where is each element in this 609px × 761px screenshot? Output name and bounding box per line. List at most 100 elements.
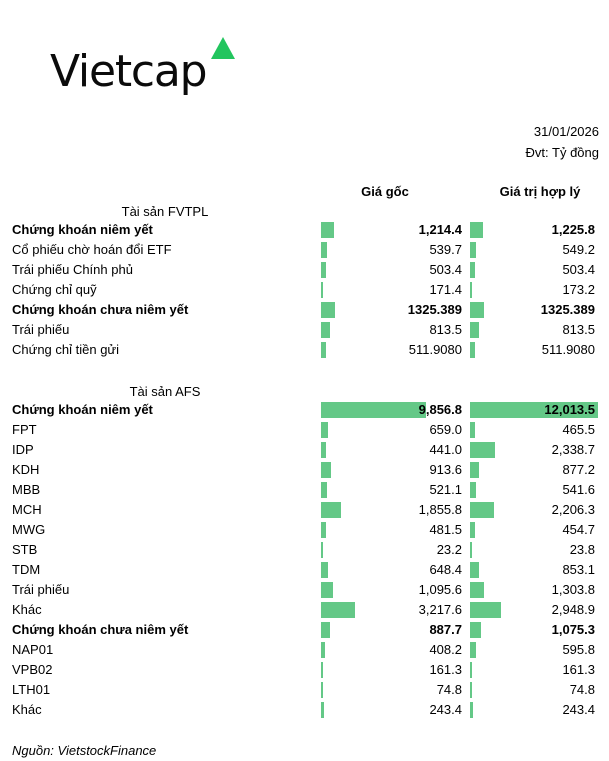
table-row: Khác 243.4 243.4: [0, 700, 609, 720]
value-fair-value: 1,303.8: [551, 582, 595, 597]
table-row: IDP 441.0 2,338.7: [0, 440, 609, 460]
bar-fair-value: [470, 342, 476, 358]
bar-cost: [321, 402, 427, 418]
vietcap-logo: Vietcap: [50, 36, 250, 102]
value-cost: 521.1: [429, 482, 462, 497]
table-row: Chứng khoán chưa niêm yết 887.7 1,075.3: [0, 620, 609, 640]
bar-fair-value: [470, 222, 484, 238]
logo-wordmark: Vietcap: [50, 46, 208, 97]
value-fair-value: 12,013.5: [544, 402, 595, 417]
table-row: Chứng khoán niêm yết 1,214.4 1,225.8: [0, 220, 609, 240]
value-fair-value: 877.2: [562, 462, 595, 477]
value-fair-value: 1,225.8: [551, 222, 595, 237]
value-cost: 441.0: [429, 442, 462, 457]
value-fair-value: 503.4: [562, 262, 595, 277]
table-row: MWG 481.5 454.7: [0, 520, 609, 540]
value-fair-value: 549.2: [562, 242, 595, 257]
bar-fair-value: [470, 282, 472, 298]
bar-cost: [321, 262, 327, 278]
value-cost: 3,217.6: [418, 602, 462, 617]
source-note: Nguồn: VietstockFinance: [12, 743, 157, 758]
value-fair-value: 465.5: [562, 422, 595, 437]
bar-fair-value: [470, 422, 475, 438]
bar-cost: [321, 242, 327, 258]
bar-fair-value: [470, 242, 476, 258]
value-cost: 503.4: [429, 262, 462, 277]
row-label: Trái phiếu: [12, 322, 70, 337]
table-row: VPB02 161.3 161.3: [0, 660, 609, 680]
row-label: Chứng khoán chưa niêm yết: [12, 622, 189, 637]
value-fair-value: 2,338.7: [551, 442, 595, 457]
bar-cost: [321, 662, 323, 678]
bar-fair-value: [470, 542, 472, 558]
row-label: Chứng khoán niêm yết: [12, 222, 153, 237]
table-row: FPT 659.0 465.5: [0, 420, 609, 440]
value-cost: 887.7: [429, 622, 462, 637]
value-cost: 659.0: [429, 422, 462, 437]
bar-cost: [321, 482, 327, 498]
logo-triangle-icon: [211, 37, 235, 59]
value-cost: 539.7: [429, 242, 462, 257]
table-row: MCH 1,855.8 2,206.3: [0, 500, 609, 520]
value-cost: 648.4: [429, 562, 462, 577]
table-row: Trái phiếu 813.5 813.5: [0, 320, 609, 340]
table-row: TDM 648.4 853.1: [0, 560, 609, 580]
table-row: Khác 3,217.6 2,948.9: [0, 600, 609, 620]
bar-fair-value: [470, 442, 495, 458]
bar-cost: [321, 222, 334, 238]
value-fair-value: 243.4: [562, 702, 595, 717]
bar-cost: [321, 322, 330, 338]
bar-fair-value: [470, 302, 485, 318]
bar-cost: [321, 702, 324, 718]
report-date: 31/01/2026: [533, 124, 599, 139]
bar-fair-value: [470, 262, 476, 278]
table-row: Cổ phiếu chờ hoán đổi ETF 539.7 549.2: [0, 240, 609, 260]
table-row: KDH 913.6 877.2: [0, 460, 609, 480]
row-label: IDP: [12, 442, 34, 457]
column-header-fair-value: Giá trị hợp lý: [499, 184, 581, 199]
value-cost: 511.9080: [408, 342, 462, 357]
value-fair-value: 173.2: [562, 282, 595, 297]
value-fair-value: 454.7: [562, 522, 595, 537]
bar-fair-value: [470, 582, 484, 598]
value-fair-value: 2,948.9: [551, 602, 595, 617]
value-cost: 9,856.8: [418, 402, 462, 417]
value-cost: 813.5: [429, 322, 462, 337]
bar-fair-value: [470, 482, 476, 498]
table-row: Chứng khoán niêm yết 9,856.8 12,013.5: [0, 400, 609, 420]
bar-fair-value: [470, 702, 473, 718]
row-label: Khác: [12, 702, 42, 717]
row-label: Chứng chỉ tiền gửi: [12, 342, 120, 357]
value-fair-value: 511.9080: [541, 342, 595, 357]
value-cost: 1325.389: [407, 302, 462, 317]
bar-cost: [321, 442, 326, 458]
row-label: FPT: [12, 422, 37, 437]
bar-cost: [321, 582, 333, 598]
bar-cost: [321, 502, 341, 518]
row-label: Trái phiếu Chính phủ: [12, 262, 133, 277]
bar-fair-value: [470, 602, 502, 618]
value-fair-value: 595.8: [562, 642, 595, 657]
bar-cost: [321, 462, 331, 478]
bar-cost: [321, 542, 323, 558]
value-fair-value: 1325.389: [540, 302, 595, 317]
value-cost: 913.6: [429, 462, 462, 477]
table-row: Trái phiếu 1,095.6 1,303.8: [0, 580, 609, 600]
value-cost: 1,855.8: [418, 502, 462, 517]
value-cost: 23.2: [436, 542, 462, 557]
bar-cost: [321, 282, 323, 298]
row-label: Cổ phiếu chờ hoán đổi ETF: [12, 242, 172, 257]
bar-fair-value: [470, 622, 482, 638]
row-label: TDM: [12, 562, 41, 577]
bar-fair-value: [470, 322, 479, 338]
table-row: NAP01 408.2 595.8: [0, 640, 609, 660]
bar-cost: [321, 682, 323, 698]
table-row: STB 23.2 23.8: [0, 540, 609, 560]
value-fair-value: 1,075.3: [551, 622, 595, 637]
bar-fair-value: [470, 462, 480, 478]
row-label: Chứng khoán chưa niêm yết: [12, 302, 189, 317]
bar-fair-value: [470, 642, 477, 658]
table-row: Chứng chỉ quỹ 171.4 173.2: [0, 280, 609, 300]
row-label: VPB02: [12, 662, 53, 677]
bar-fair-value: [470, 522, 475, 538]
